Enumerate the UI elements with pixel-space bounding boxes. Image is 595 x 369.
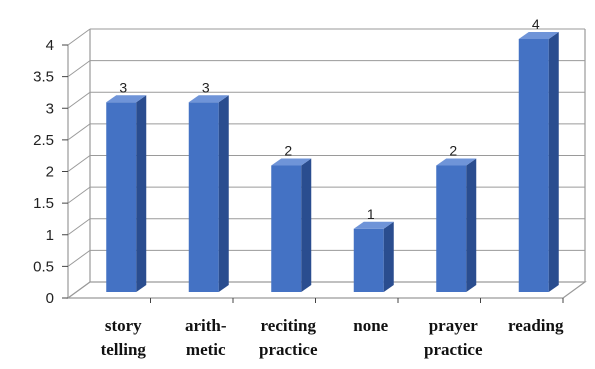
bar-top bbox=[353, 221, 394, 229]
data-label: 3 bbox=[119, 79, 127, 95]
bar-top bbox=[436, 158, 477, 166]
gridlines bbox=[67, 28, 585, 299]
bar-front bbox=[271, 165, 302, 292]
y-tick-label: 2.5 bbox=[33, 132, 54, 149]
bar bbox=[271, 158, 312, 292]
y-tick-label: 4 bbox=[46, 37, 54, 54]
x-category-label: none bbox=[353, 316, 388, 335]
bar-front bbox=[353, 228, 384, 292]
gridline-diagonal bbox=[67, 123, 91, 141]
gridline-diagonal bbox=[67, 218, 91, 236]
data-label: 4 bbox=[532, 16, 540, 32]
x-category-label: reciting bbox=[261, 316, 317, 335]
bar-front bbox=[518, 39, 549, 292]
bar-side bbox=[218, 95, 229, 292]
gridline-diagonal bbox=[67, 249, 91, 267]
data-label: 2 bbox=[284, 143, 292, 159]
bar-side bbox=[383, 221, 394, 292]
y-tick-label: 1.5 bbox=[33, 195, 54, 212]
y-tick-label: 1 bbox=[46, 227, 54, 244]
gridline-diagonal bbox=[67, 60, 91, 78]
y-tick-label: 3.5 bbox=[33, 69, 54, 86]
x-axis: story telling arith-metic reciting practice n… bbox=[101, 298, 564, 359]
bar-top bbox=[518, 32, 559, 39]
y-tick-label: 2 bbox=[46, 164, 54, 181]
bar-side bbox=[466, 158, 477, 292]
x-category-label: telling bbox=[101, 340, 147, 359]
bar bbox=[518, 32, 559, 292]
x-category-label: story bbox=[105, 316, 142, 335]
bar-front bbox=[188, 102, 219, 292]
x-category-label: prayer bbox=[429, 316, 479, 335]
bar bbox=[106, 95, 147, 292]
y-axis: 0 0.5 1 1.5 2 2.5 3 3.5 4 bbox=[33, 37, 68, 307]
gridline-diagonal bbox=[67, 186, 91, 204]
bar-top bbox=[188, 95, 229, 103]
gridline-diagonal bbox=[67, 91, 91, 109]
y-tick-label: 3 bbox=[46, 100, 54, 117]
bar bbox=[353, 221, 394, 292]
y-tick-label: 0.5 bbox=[33, 258, 54, 275]
bar bbox=[188, 95, 229, 292]
x-category-label: practice bbox=[424, 340, 483, 359]
data-label: 1 bbox=[367, 206, 375, 222]
data-labels: 3 3 2 1 2 4 bbox=[119, 16, 540, 222]
gridline-diagonal bbox=[67, 28, 91, 46]
bars bbox=[106, 32, 559, 292]
data-label: 3 bbox=[202, 79, 210, 95]
bar-side bbox=[136, 95, 147, 292]
y-tick-label: 0 bbox=[46, 290, 54, 307]
x-category-label: reading bbox=[508, 316, 564, 335]
x-category-label: arith- bbox=[185, 316, 227, 335]
bar-front bbox=[436, 165, 467, 292]
x-category-label: metic bbox=[186, 340, 226, 359]
gridline-diagonal bbox=[67, 281, 91, 299]
bar-side bbox=[548, 32, 559, 292]
bar-top bbox=[271, 158, 312, 166]
bar-top bbox=[106, 95, 147, 103]
gridline-diagonal bbox=[67, 155, 91, 172]
x-category-label: practice bbox=[259, 340, 318, 359]
bar-side bbox=[301, 158, 312, 292]
data-label: 2 bbox=[449, 143, 457, 159]
bar-front bbox=[106, 102, 137, 292]
bar bbox=[436, 158, 477, 292]
